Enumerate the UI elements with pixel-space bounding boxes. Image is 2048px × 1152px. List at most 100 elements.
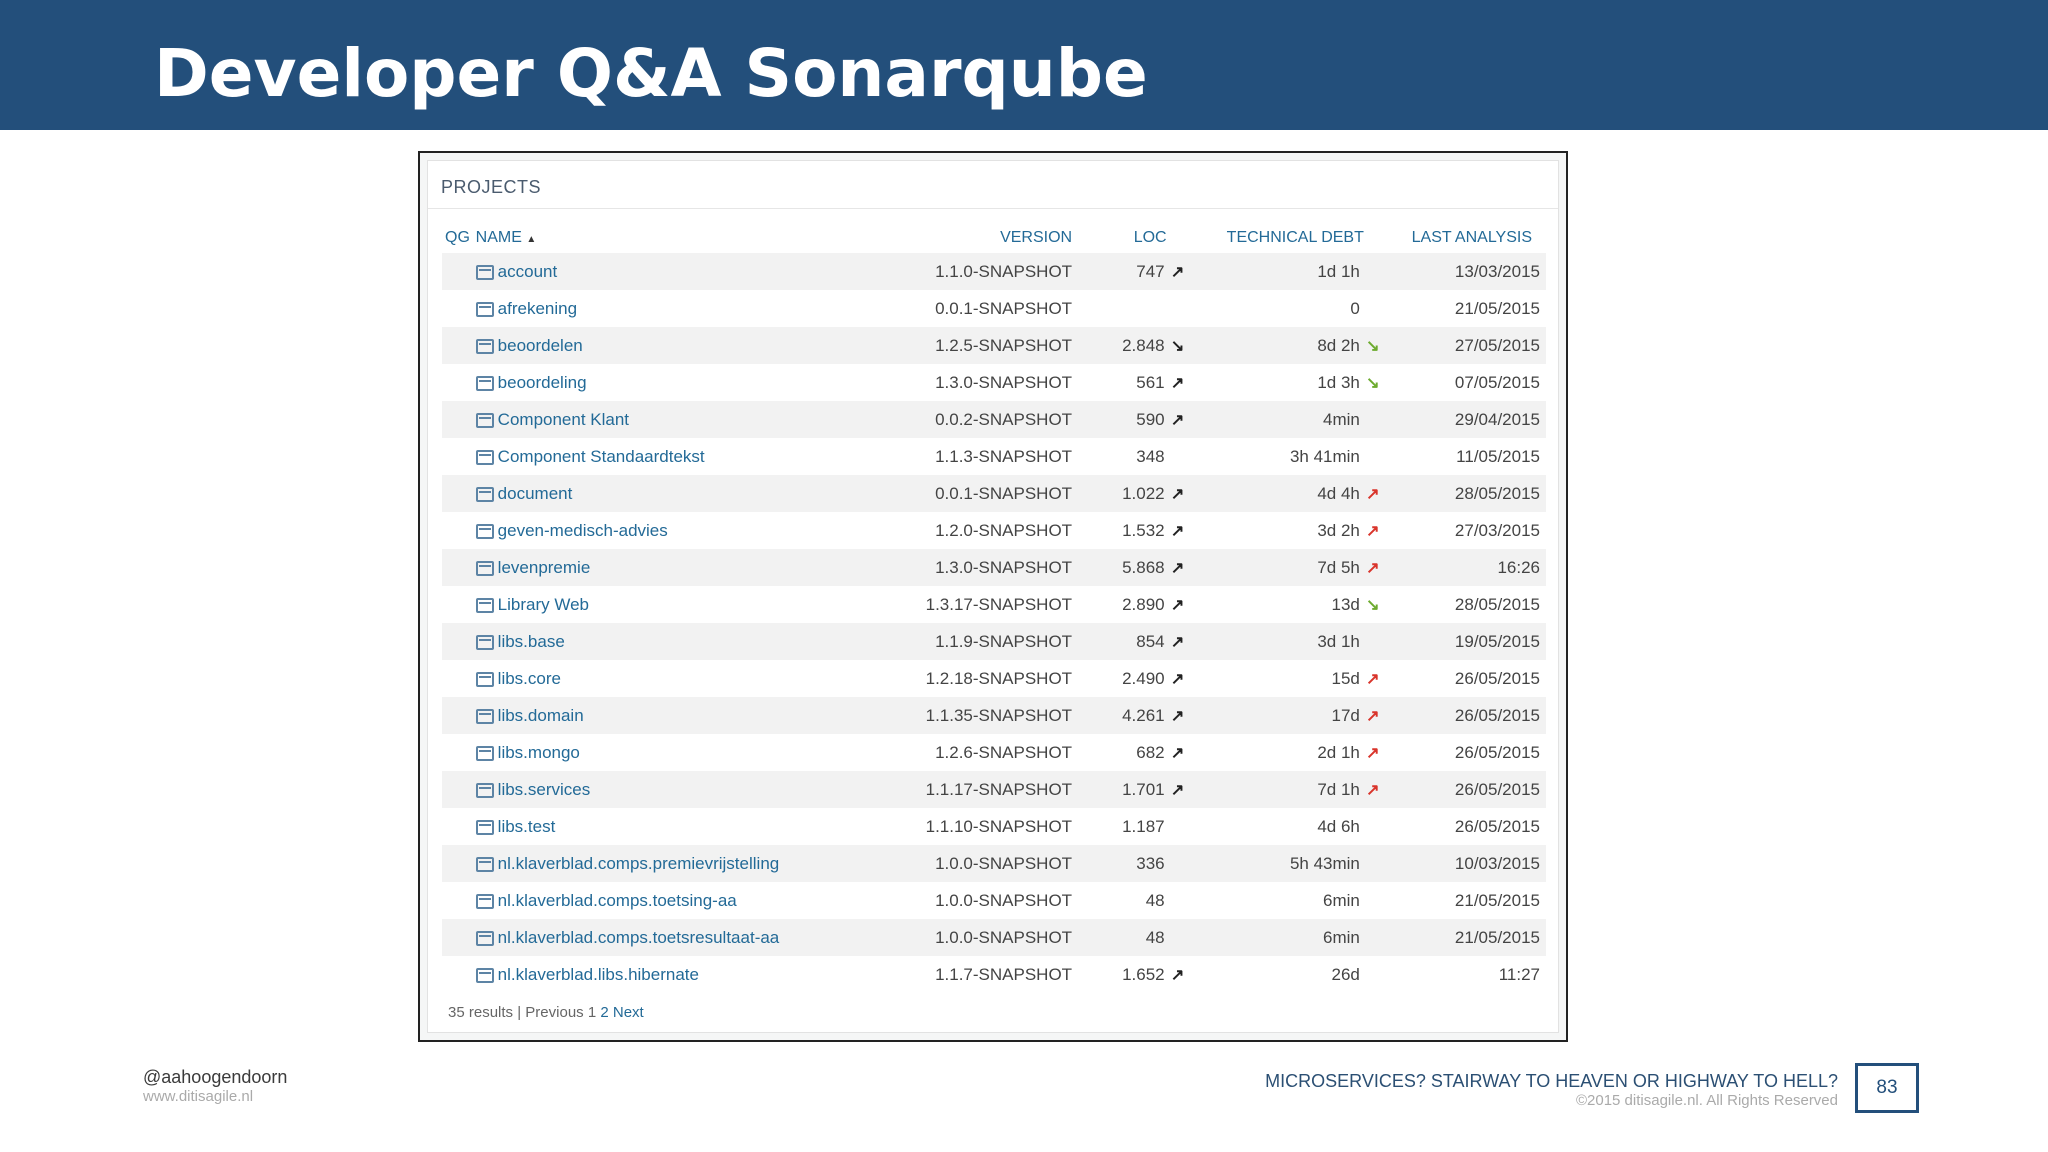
column-header-technical-debt[interactable]: TECHNICAL DEBT	[1226, 229, 1364, 246]
debt-trend-icon: ↗	[1366, 744, 1380, 762]
project-link[interactable]: Library Web	[497, 594, 590, 614]
loc-value: 590	[1136, 409, 1165, 429]
loc-value: 348	[1136, 446, 1165, 466]
technical-debt-cell: 8d 2h ↘	[1188, 327, 1386, 364]
project-name-cell: account	[475, 253, 907, 290]
debt-trend-icon: ↗	[1366, 485, 1380, 503]
project-name-cell: beoordeling	[475, 364, 907, 401]
project-link[interactable]: nl.klaverblad.comps.toetsresultaat-aa	[497, 927, 780, 947]
last-analysis-cell: 13/03/2015	[1385, 253, 1546, 290]
last-analysis-cell: 21/05/2015	[1385, 919, 1546, 956]
version-cell: 1.3.0-SNAPSHOT	[935, 372, 1073, 392]
project-link[interactable]: Component Klant	[497, 409, 630, 429]
debt-value: 7d 1h	[1317, 779, 1360, 799]
debt-trend-icon: ↗	[1366, 707, 1380, 725]
table-row: nl.klaverblad.comps.toetsresultaat-aa 1.0…	[442, 919, 1546, 956]
loc-value: 336	[1136, 853, 1165, 873]
loc-value: 854	[1136, 631, 1165, 651]
last-analysis-cell: 21/05/2015	[1454, 298, 1540, 318]
version-cell: 0.0.1-SNAPSHOT	[935, 298, 1073, 318]
version-cell: 1.3.0-SNAPSHOT	[906, 549, 1073, 586]
loc-value: 1.701	[1122, 779, 1165, 799]
technical-debt-cell: 3d 1h	[1188, 623, 1386, 660]
project-link[interactable]: beoordeling	[497, 372, 587, 392]
project-name-cell: nl.klaverblad.comps.premievrijstelling	[475, 845, 907, 882]
loc-trend-icon: ↗	[1170, 781, 1185, 799]
debt-value: 2d 1h	[1317, 742, 1360, 762]
column-header-last-analysis[interactable]: LAST ANALYSIS	[1411, 229, 1532, 246]
project-name-cell: libs.domain	[475, 697, 907, 734]
loc-value: 682	[1136, 742, 1165, 762]
column-header-qg[interactable]: QG	[445, 229, 470, 246]
project-icon	[475, 412, 494, 428]
project-name-cell: nl.klaverblad.comps.toetsing-aa	[475, 882, 907, 919]
project-link[interactable]: geven-medisch-advies	[497, 520, 668, 540]
project-icon	[475, 967, 494, 983]
last-analysis-cell: 11:27	[1498, 964, 1540, 984]
loc-cell: 48	[1072, 882, 1189, 919]
table-row: Library Web 1.3.17-SNAPSHOT 2.890 ↗ 13d ↘ 28/0…	[442, 586, 1546, 623]
loc-cell	[1072, 290, 1189, 327]
version-cell: 1.1.9-SNAPSHOT	[906, 623, 1073, 660]
technical-debt-cell: 3h 41min	[1189, 438, 1386, 475]
version-cell: 1.2.0-SNAPSHOT	[935, 520, 1073, 540]
loc-trend-icon: ↗	[1170, 966, 1185, 984]
page-2-link[interactable]: 2	[600, 1004, 609, 1021]
project-link[interactable]: account	[497, 261, 558, 281]
debt-value: 26d	[1331, 964, 1360, 984]
quality-gate-cell	[442, 364, 476, 401]
debt-value: 7d 5h	[1317, 557, 1360, 577]
last-analysis-cell: 10/03/2015	[1385, 845, 1546, 882]
project-link[interactable]: afrekening	[497, 298, 578, 318]
project-name-cell: Component Klant	[475, 401, 907, 438]
project-link[interactable]: libs.services	[497, 779, 591, 799]
table-row: beoordeling 1.3.0-SNAPSHOT 561 ↗ 1d 3h ↘ 07/05…	[442, 364, 1546, 401]
quality-gate-cell	[442, 623, 476, 660]
quality-gate-cell	[442, 808, 476, 845]
project-name-cell: beoordelen	[475, 327, 907, 364]
loc-cell: 348	[1072, 438, 1189, 475]
last-analysis-cell: 21/05/2015	[1454, 890, 1540, 910]
sonarqube-screenshot: PROJECTS QG NAME ▲ VERSION LOC TECHNICAL…	[418, 151, 1568, 1042]
project-icon	[475, 264, 494, 280]
last-analysis-cell: 07/05/2015	[1454, 372, 1540, 392]
project-link[interactable]: Component Standaardtekst	[497, 446, 705, 466]
debt-trend-icon: ↗	[1366, 522, 1380, 540]
projects-table-body: account 1.1.0-SNAPSHOT 747 ↗ 1d 1h 13/03/2015…	[442, 253, 1546, 993]
sort-asc-icon: ▲	[526, 234, 537, 245]
debt-trend-icon: ↗	[1366, 559, 1380, 577]
projects-table: QG NAME ▲ VERSION LOC TECHNICAL DEBT LAS…	[442, 223, 1546, 993]
table-row: libs.base 1.1.9-SNAPSHOT 854 ↗ 3d 1h 19/05/20…	[442, 623, 1546, 660]
quality-gate-cell	[442, 438, 476, 475]
project-link[interactable]: nl.klaverblad.libs.hibernate	[497, 964, 699, 984]
projects-panel: PROJECTS QG NAME ▲ VERSION LOC TECHNICAL…	[427, 160, 1559, 1033]
technical-debt-cell: 7d 5h ↗	[1188, 549, 1386, 586]
project-link[interactable]: libs.core	[497, 668, 561, 688]
version-cell: 1.1.17-SNAPSHOT	[906, 771, 1073, 808]
debt-value: 0	[1350, 298, 1360, 318]
previous-link[interactable]: Previous	[525, 1004, 584, 1021]
project-icon	[475, 449, 494, 465]
project-link[interactable]: libs.test	[497, 816, 556, 836]
loc-cell: 854 ↗	[1072, 623, 1189, 660]
loc-cell: 2.490 ↗	[1072, 660, 1189, 697]
project-link[interactable]: libs.mongo	[497, 742, 580, 762]
project-link[interactable]: levenpremie	[497, 557, 591, 577]
project-link[interactable]: nl.klaverblad.comps.premievrijstelling	[497, 853, 780, 873]
project-link[interactable]: nl.klaverblad.comps.toetsing-aa	[497, 890, 737, 910]
project-link[interactable]: libs.domain	[497, 705, 584, 725]
slide-header: Developer Q&A Sonarqube	[0, 0, 2048, 130]
table-row: document 0.0.1-SNAPSHOT 1.022 ↗ 4d 4h ↗ 28/05/…	[442, 475, 1546, 512]
project-link[interactable]: document	[497, 483, 573, 503]
technical-debt-cell: 6min	[1189, 882, 1386, 919]
next-link[interactable]: Next	[612, 1004, 644, 1021]
column-header-version[interactable]: VERSION	[1000, 229, 1073, 246]
technical-debt-cell: 0	[1189, 290, 1386, 327]
debt-value: 13d	[1331, 594, 1360, 614]
column-header-name[interactable]: NAME ▲	[476, 223, 907, 253]
project-link[interactable]: beoordelen	[497, 335, 583, 355]
version-cell: 1.1.35-SNAPSHOT	[906, 697, 1073, 734]
loc-cell: 1.022 ↗	[1072, 475, 1189, 512]
project-link[interactable]: libs.base	[497, 631, 565, 651]
column-header-loc[interactable]: LOC	[1133, 229, 1167, 246]
